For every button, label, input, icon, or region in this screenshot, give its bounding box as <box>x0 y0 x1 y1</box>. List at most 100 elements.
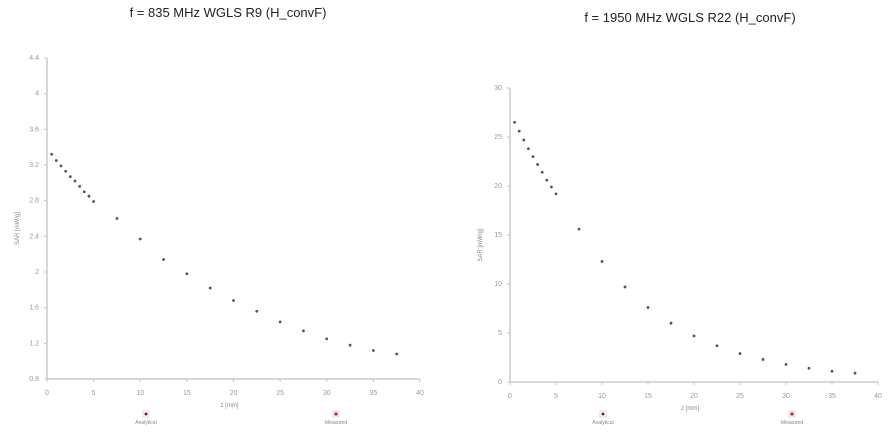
data-point <box>78 185 82 188</box>
data-point <box>784 362 788 366</box>
data-point <box>761 358 765 361</box>
data-point <box>540 170 544 174</box>
data-point <box>692 334 696 338</box>
data-point <box>554 192 558 196</box>
data-point <box>522 138 526 142</box>
legend-analytical-box <box>599 410 607 418</box>
data-point <box>577 227 581 231</box>
legend-analytical-marker <box>601 412 605 416</box>
y-tick-label: 2.8 <box>29 198 39 205</box>
x-tick-label: 20 <box>230 390 238 397</box>
x-tick-label: 5 <box>554 393 558 400</box>
data-point <box>87 194 91 198</box>
y-tick-label: 20 <box>494 183 502 190</box>
data-point <box>82 190 86 194</box>
data-point <box>669 321 673 325</box>
y-tick-label: 25 <box>494 134 502 141</box>
data-point <box>185 272 189 276</box>
y-tick-label: 10 <box>494 281 502 288</box>
data-point <box>348 343 352 347</box>
data-point <box>738 352 742 355</box>
y-tick-label: 4 <box>35 91 39 98</box>
chart-title-left: f = 835 MHz WGLS R9 (H_convF) <box>130 5 327 20</box>
y-tick-label: 3.6 <box>29 126 39 133</box>
legend-analytical-box <box>142 410 150 418</box>
x-tick-label: 35 <box>369 390 377 397</box>
data-point <box>68 175 72 178</box>
x-tick-label: 25 <box>736 393 744 400</box>
x-tick-label: 0 <box>508 393 512 400</box>
data-point <box>115 217 119 220</box>
data-point <box>853 371 857 375</box>
data-point <box>73 179 77 183</box>
x-axis-label: z [mm] <box>681 406 699 412</box>
y-tick-label: 0.8 <box>29 376 39 383</box>
legend-analytical-label: Analytical <box>135 420 156 426</box>
data-point <box>527 147 530 151</box>
x-tick-label: 10 <box>598 393 606 400</box>
x-tick-label: 35 <box>828 393 836 400</box>
chart-title-right: f = 1950 MHz WGLS R22 (H_convF) <box>584 10 795 25</box>
data-point <box>395 352 399 356</box>
data-point <box>807 366 811 370</box>
data-point <box>600 260 604 263</box>
y-tick-label: 1.6 <box>29 305 39 312</box>
data-point <box>646 306 650 309</box>
x-axis-label: z [mm] <box>221 403 239 409</box>
legend-measured-marker <box>790 412 794 416</box>
data-point <box>302 329 305 333</box>
y-axis-label: SAR [mW/g] <box>15 212 21 245</box>
x-tick-label: 20 <box>690 393 698 400</box>
data-point <box>623 285 627 289</box>
plot-area-right: 0 5 10 15 20 25 30 0 5 10 15 20 25 30 35 40 z [mm] SAR [m… <box>478 85 882 426</box>
data-point <box>536 163 539 166</box>
x-tick-label: 30 <box>782 393 790 400</box>
data-point <box>371 349 375 352</box>
legend-measured-label: Measured <box>781 420 803 426</box>
x-tick-label: 25 <box>276 390 284 397</box>
y-tick-label: 1.2 <box>29 340 39 347</box>
legend-analytical-marker <box>144 412 148 416</box>
x-tick-label: 5 <box>92 390 96 397</box>
data-point <box>325 337 329 341</box>
data-point <box>513 120 516 124</box>
y-tick-label: 30 <box>494 85 502 92</box>
data-point <box>715 344 719 348</box>
x-tick-label: 15 <box>183 390 191 397</box>
data-point <box>64 169 68 173</box>
legend-analytical-label: Analytical <box>592 420 613 426</box>
legend-measured-box <box>332 410 340 418</box>
y-tick-label: 4.4 <box>29 55 39 62</box>
y-tick-label: 15 <box>494 232 502 239</box>
data-point <box>545 178 549 182</box>
data-point <box>54 159 58 162</box>
data-point <box>255 309 259 313</box>
x-tick-label: 40 <box>874 393 882 400</box>
plot-area-left: 0.8 1.2 1.6 2 2.4 2.8 3.2 3.6 4 4.4 0 5 10 15 20 25 30 35… <box>15 55 424 426</box>
legend-measured-marker <box>334 412 338 416</box>
data-point <box>830 369 834 373</box>
y-tick-label: 5 <box>498 330 502 337</box>
y-tick-label: 2.4 <box>29 233 39 240</box>
x-tick-label: 30 <box>323 390 331 397</box>
data-point <box>550 185 553 189</box>
legend-measured-box <box>788 410 796 418</box>
data-point <box>232 299 235 302</box>
y-axis-label: SAR [mW/g] <box>478 228 484 261</box>
data-point <box>531 155 535 159</box>
x-tick-label: 15 <box>644 393 652 400</box>
data-point <box>92 200 96 203</box>
data-point <box>138 237 142 241</box>
x-tick-label: 0 <box>45 390 49 397</box>
y-tick-label: 3.2 <box>29 162 39 169</box>
data-point <box>50 152 54 156</box>
data-point <box>517 129 521 133</box>
x-tick-label: 40 <box>416 390 424 397</box>
data-point <box>278 320 282 324</box>
data-point <box>208 286 212 290</box>
legend-measured-label: Measured <box>325 420 347 426</box>
data-point <box>59 164 63 168</box>
data-point <box>162 258 165 261</box>
x-tick-label: 10 <box>136 390 144 397</box>
